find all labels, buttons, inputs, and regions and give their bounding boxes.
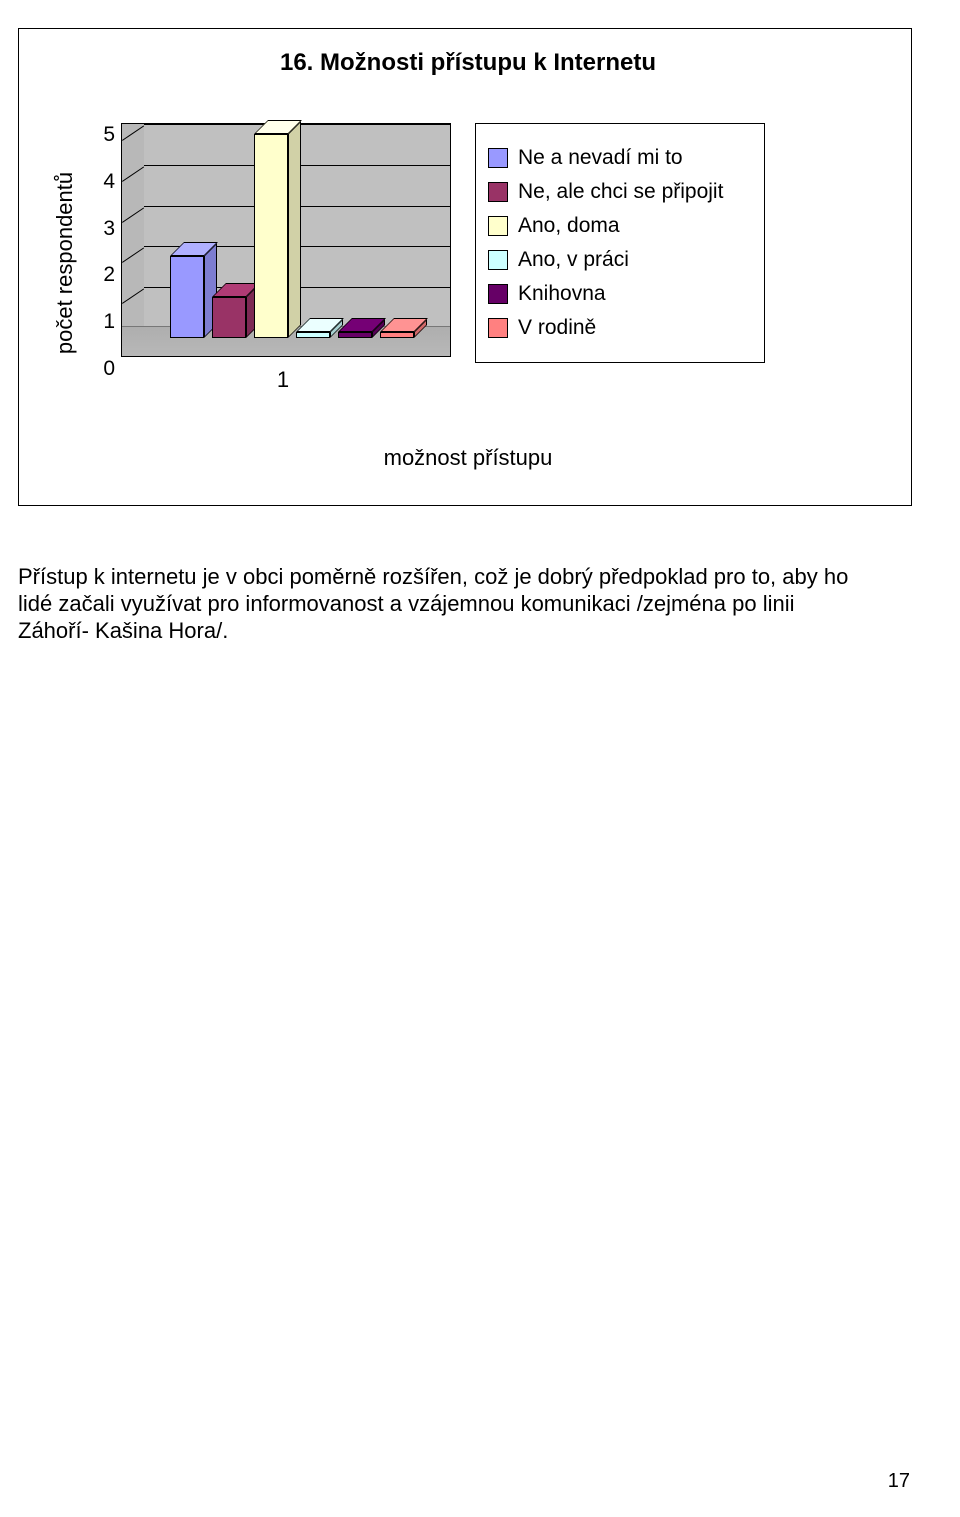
bar <box>254 134 288 338</box>
bar <box>212 297 246 338</box>
y-axis-title-wrap: počet respondentů <box>43 123 87 403</box>
bar <box>338 332 372 338</box>
legend-label: Ne a nevadí mi to <box>518 146 683 170</box>
bar <box>380 332 414 338</box>
legend-item: Knihovna <box>488 282 752 306</box>
legend-item: Ne a nevadí mi to <box>488 146 752 170</box>
legend-item: Ne, ale chci se připojit <box>488 180 752 204</box>
legend-swatch <box>488 284 508 304</box>
x-axis-title: možnost přístupu <box>43 445 893 471</box>
paragraph-line: Záhoří- Kašina Hora/. <box>18 618 228 643</box>
legend-label: Ano, doma <box>518 214 620 238</box>
legend-label: Knihovna <box>518 282 606 306</box>
paragraph-line: lidé začali využívat pro informovanost a… <box>18 591 794 616</box>
legend-swatch <box>488 216 508 236</box>
chart-title: 16. Možnosti přístupu k Internetu <box>43 49 893 77</box>
chart-frame: 16. Možnosti přístupu k Internetu počet … <box>18 28 912 506</box>
bar <box>296 332 330 338</box>
body-paragraph: Přístup k internetu je v obci poměrně ro… <box>18 564 912 644</box>
legend-swatch <box>488 182 508 202</box>
legend-label: Ano, v práci <box>518 248 629 272</box>
legend: Ne a nevadí mi to Ne, ale chci se připoji… <box>475 123 765 363</box>
legend-item: Ano, doma <box>488 214 752 238</box>
y-axis-ticks: 543210 <box>87 123 121 357</box>
y-axis-title: počet respondentů <box>52 172 78 354</box>
x-axis-tick: 1 <box>87 357 451 403</box>
legend-swatch <box>488 148 508 168</box>
legend-item: V rodině <box>488 316 752 340</box>
legend-swatch <box>488 250 508 270</box>
plot-area <box>121 123 451 357</box>
page-number: 17 <box>888 1470 910 1493</box>
bar <box>170 256 204 338</box>
legend-label: V rodině <box>518 316 596 340</box>
paragraph-line: Přístup k internetu je v obci poměrně ro… <box>18 564 848 589</box>
legend-label: Ne, ale chci se připojit <box>518 180 723 204</box>
legend-swatch <box>488 318 508 338</box>
legend-item: Ano, v práci <box>488 248 752 272</box>
